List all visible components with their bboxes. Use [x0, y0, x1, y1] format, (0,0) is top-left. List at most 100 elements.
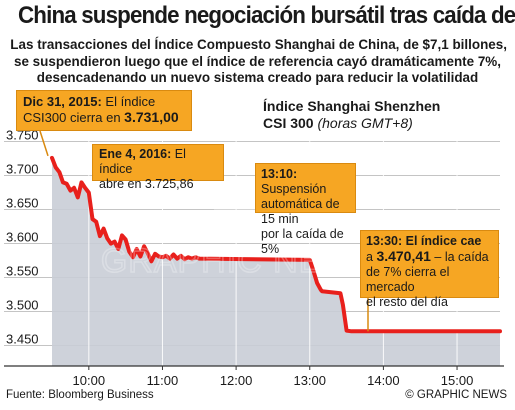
data-point [312, 270, 315, 272]
data-point [76, 196, 79, 199]
y-tick-label: 3.750 [6, 128, 39, 143]
data-point [150, 260, 153, 263]
annotation-suspension: 13:10: Suspensión automática de 15 min p… [255, 163, 356, 256]
annotation-close: 13:30: El índice cae a 3.470,41 – la caí… [360, 230, 499, 309]
data-point [499, 330, 501, 333]
data-point [176, 257, 178, 260]
index-title-line1: Índice Shanghai Shenzhen [263, 98, 441, 114]
annotation-dec31-text2: CSI300 cierra en [23, 109, 125, 125]
data-point [157, 255, 160, 258]
data-point [113, 240, 116, 243]
data-point [73, 187, 75, 189]
headline: China suspende negociación bursátil tras… [18, 2, 515, 29]
data-point [180, 255, 182, 257]
data-point [308, 259, 311, 261]
data-point [110, 242, 112, 245]
annotation-suspension-text1: Suspensión [261, 182, 327, 196]
x-tick-label: 12:00 [220, 373, 253, 388]
annotation-jan4: Ene 4, 2016: El índice abre en 3.725,86 [92, 144, 224, 191]
data-point [106, 237, 109, 239]
data-point [339, 292, 342, 295]
data-point [139, 255, 142, 258]
deck-line-1: Las transacciones del Índice Compuesto S… [10, 36, 507, 52]
annotation-close-text1b: – la caída [430, 250, 489, 264]
deck: Las transacciones del Índice Compuesto S… [0, 36, 515, 86]
data-point [320, 289, 322, 291]
data-point [187, 256, 190, 259]
annotation-suspension-time: 13:10: [261, 167, 298, 181]
data-point [54, 166, 57, 169]
data-point [91, 218, 94, 220]
data-point [99, 235, 101, 237]
index-name: CSI 300 [263, 115, 314, 131]
data-point [135, 248, 138, 250]
data-point [419, 330, 422, 333]
data-point [69, 189, 72, 192]
data-point [358, 330, 360, 333]
x-tick-label: 10:00 [73, 373, 106, 388]
data-point [172, 253, 175, 256]
annotation-dec31-date: Dic 31, 2015: [23, 94, 102, 109]
deck-line-3: desencadenando un nuevo sistema creado p… [36, 69, 479, 85]
data-point [95, 221, 97, 223]
annotation-dec31: Dic 31, 2015: El índice CSI300 cierra en… [16, 90, 192, 131]
annotation-close-text2: de 7% cierra el mercado [366, 265, 450, 294]
data-point [342, 304, 344, 306]
annotation-jan4-text2: abre en 3.725,86 [99, 177, 194, 191]
credit: © GRAPHIC NEWS [405, 389, 507, 401]
data-point [165, 255, 167, 257]
data-point [316, 282, 318, 284]
data-point [121, 234, 123, 237]
source-note: Fuente: Bloomberg Business [6, 389, 154, 401]
area-layer [50, 88, 502, 366]
x-tick-label: 13:00 [293, 373, 326, 388]
data-point [191, 257, 193, 260]
pointer-dec31 [39, 130, 49, 157]
data-point [382, 330, 385, 333]
data-point [161, 256, 164, 259]
annotation-close-time: 13:30: El índice cae [366, 234, 482, 248]
area-fill [52, 157, 500, 366]
x-tick-label: 15:00 [441, 373, 474, 388]
data-point [58, 171, 61, 173]
data-point [194, 256, 197, 259]
annotation-close-text1: a [366, 250, 377, 264]
annotation-suspension-text3: por la caída de 5% [261, 227, 344, 256]
timezone-note: (horas GMT+8) [317, 115, 413, 131]
svg-text:GRAPHIC NEWS: GRAPHIC NEWS [101, 242, 379, 280]
data-point [117, 248, 120, 250]
index-title-line2: CSI 300 (horas GMT+8) [263, 115, 440, 132]
data-point [169, 257, 171, 260]
y-tick-label: 3.550 [6, 264, 39, 279]
annotation-suspension-text2: automática de 15 min [261, 197, 340, 226]
index-title: Índice Shanghai Shenzhen CSI 300 (horas … [263, 98, 440, 132]
data-point [198, 257, 201, 260]
data-point [345, 329, 348, 332]
data-point [321, 290, 323, 293]
data-point [154, 253, 156, 255]
data-point [128, 250, 131, 253]
data-point [143, 245, 145, 248]
annotation-jan4-date: Ene 4, 2016: [99, 147, 172, 161]
data-point [132, 256, 134, 259]
data-point [146, 252, 149, 254]
data-point [350, 330, 353, 333]
data-point [84, 187, 86, 189]
y-tick-label: 3.700 [6, 162, 39, 177]
data-point [65, 182, 68, 185]
axis-layer: 3.450 3.500 3.550 3.600 3.650 3.700 3.750 10:00… [4, 128, 504, 388]
y-tick-label: 3.600 [6, 230, 39, 245]
data-point [183, 258, 186, 261]
annotation-dec31-text1: El índice [101, 94, 156, 109]
annotation-dec31-value: 3.731,00 [124, 108, 179, 125]
data-point [102, 227, 105, 230]
x-tick-label: 14:00 [367, 373, 400, 388]
data-point [456, 330, 458, 333]
deck-line-2: se suspendieron luego que el índice de r… [13, 52, 501, 69]
data-point [124, 238, 127, 241]
data-point [88, 191, 90, 194]
data-point [62, 181, 64, 184]
annotation-jan4-text1: El índice [99, 147, 186, 176]
data-point [51, 157, 53, 159]
